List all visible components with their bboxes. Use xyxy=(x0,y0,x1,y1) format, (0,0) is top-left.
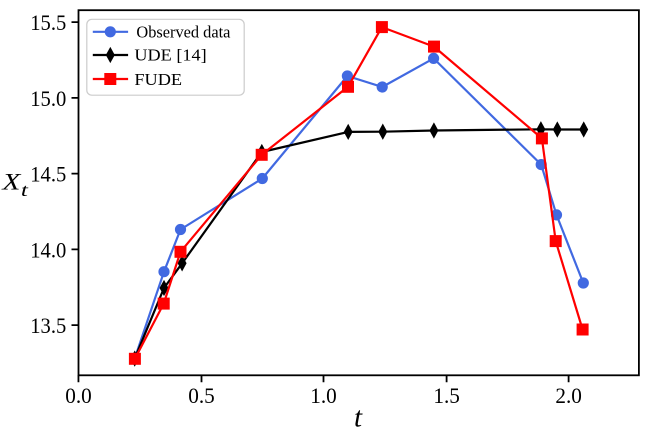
svg-text:t: t xyxy=(354,401,363,432)
svg-text:0.0: 0.0 xyxy=(65,383,92,408)
svg-text:X: X xyxy=(1,170,22,196)
svg-text:14.5: 14.5 xyxy=(30,162,66,187)
svg-text:Observed data: Observed data xyxy=(136,22,230,41)
svg-text:2.0: 2.0 xyxy=(555,383,582,408)
svg-text:0.5: 0.5 xyxy=(188,383,215,408)
svg-text:t: t xyxy=(21,180,29,200)
svg-text:UDE [14]: UDE [14] xyxy=(134,46,206,65)
svg-text:15.5: 15.5 xyxy=(30,10,66,35)
svg-text:15.0: 15.0 xyxy=(30,86,66,111)
svg-text:13.5: 13.5 xyxy=(30,313,66,338)
svg-text:14.0: 14.0 xyxy=(30,237,66,262)
svg-text:FUDE: FUDE xyxy=(134,70,182,89)
svg-text:1.5: 1.5 xyxy=(433,383,460,408)
svg-text:1.0: 1.0 xyxy=(310,383,337,408)
